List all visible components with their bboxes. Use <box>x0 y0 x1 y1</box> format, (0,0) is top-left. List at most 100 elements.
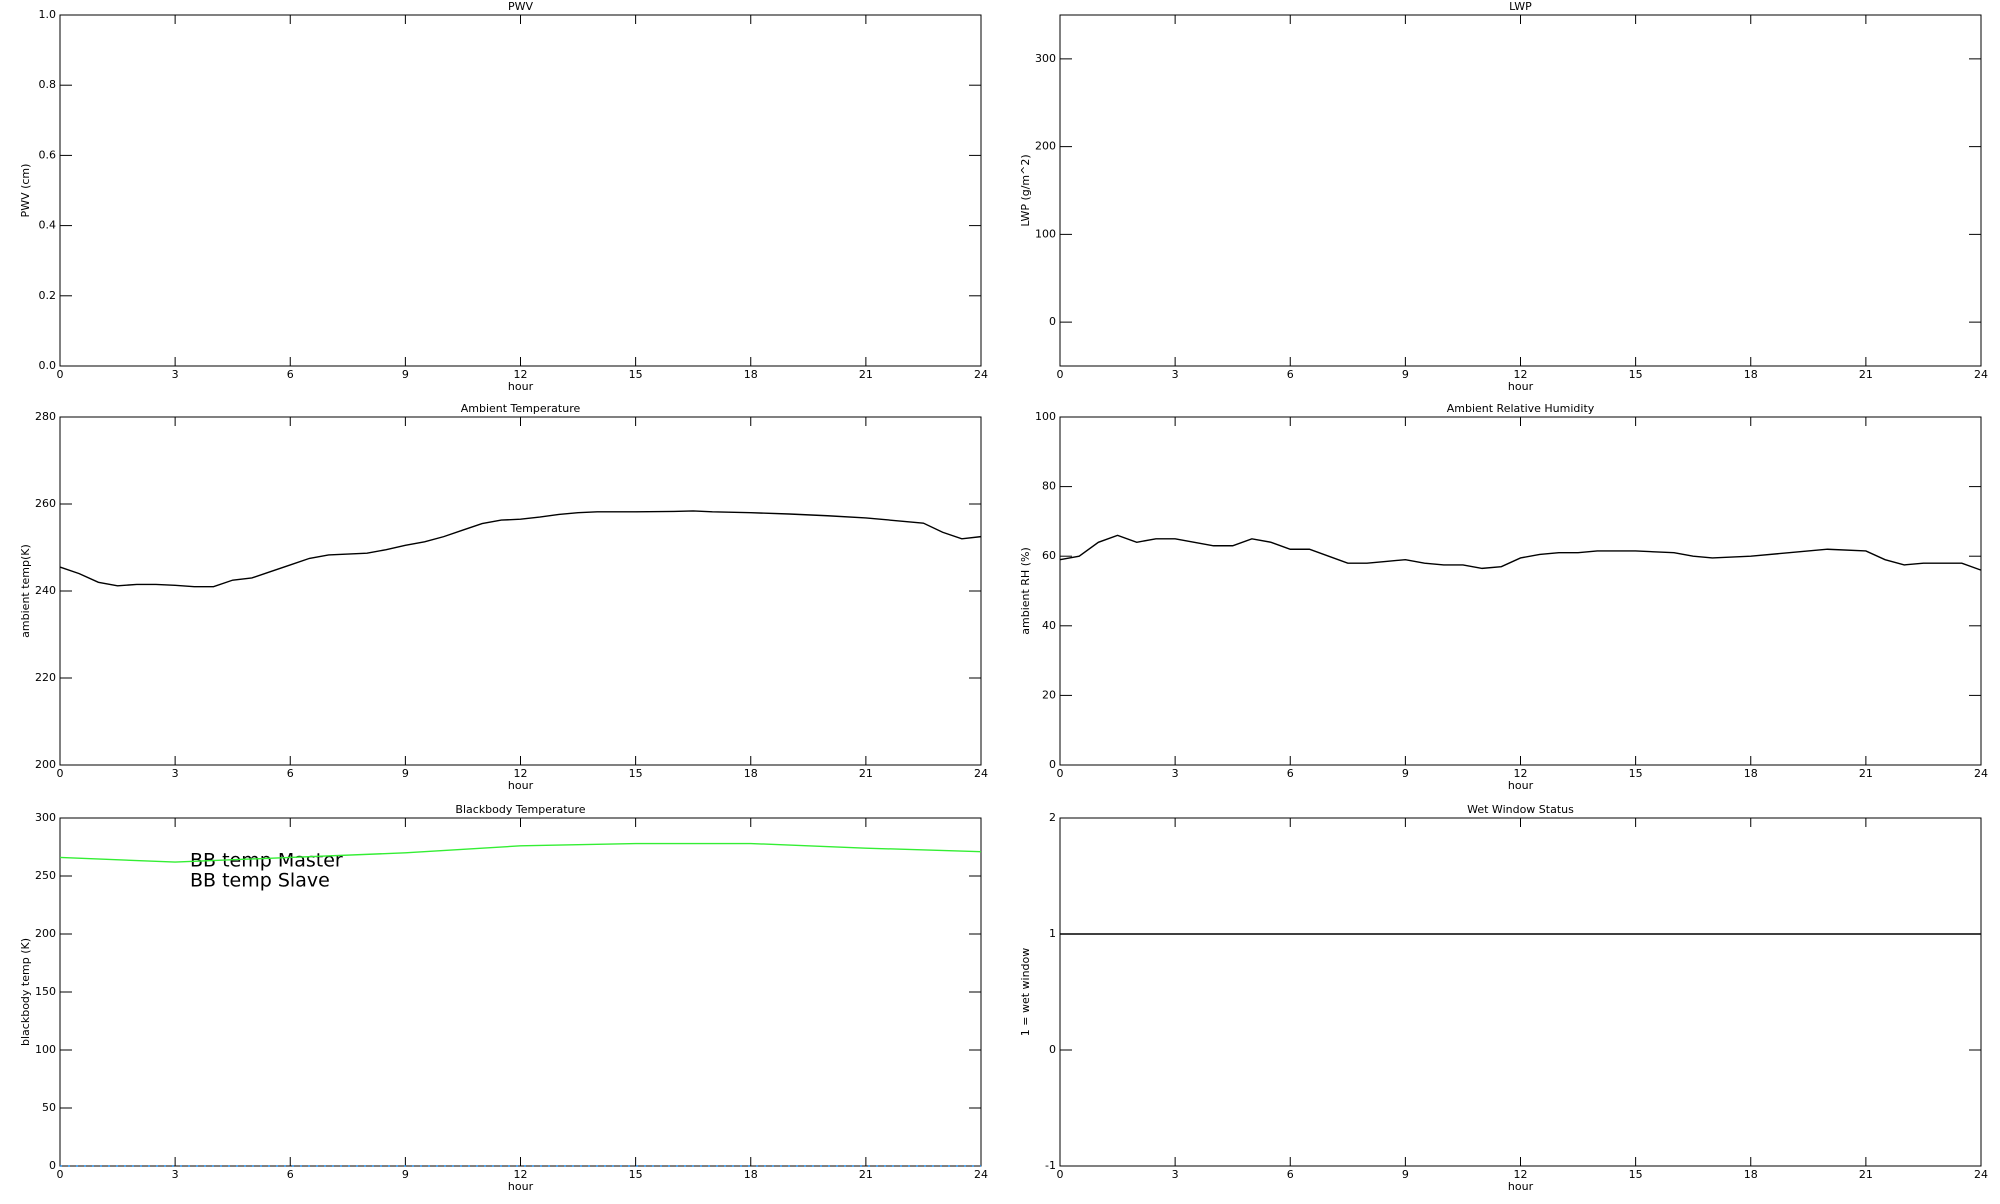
y-tick-label: 200 <box>35 758 56 771</box>
x-tick-label: 18 <box>1744 1168 1758 1181</box>
x-tick-label: 15 <box>1629 767 1643 780</box>
x-tick-label: 3 <box>1172 368 1179 381</box>
x-tick-label: 21 <box>1859 368 1873 381</box>
x-tick-label: 3 <box>172 368 179 381</box>
y-tick-label: 0.0 <box>39 359 57 372</box>
x-tick-label: 6 <box>287 368 294 381</box>
x-tick-label: 15 <box>1629 1168 1643 1181</box>
x-tick-label: 9 <box>1402 368 1409 381</box>
x-tick-label: 9 <box>1402 1168 1409 1181</box>
x-tick-label: 3 <box>1172 1168 1179 1181</box>
x-tick-label: 18 <box>744 368 758 381</box>
x-tick-label: 18 <box>744 767 758 780</box>
y-tick-label: 300 <box>1035 52 1056 65</box>
chart-title: Blackbody Temperature <box>455 803 585 816</box>
x-tick-label: 6 <box>1287 368 1294 381</box>
y-tick-label: 0 <box>1049 315 1056 328</box>
x-tick-label: 15 <box>1629 368 1643 381</box>
x-tick-label: 15 <box>629 368 643 381</box>
x-tick-label: 24 <box>974 1168 988 1181</box>
x-tick-label: 6 <box>287 1168 294 1181</box>
x-tick-label: 18 <box>1744 767 1758 780</box>
x-tick-label: 21 <box>859 1168 873 1181</box>
x-tick-label: 24 <box>1974 368 1988 381</box>
x-tick-label: 9 <box>1402 767 1409 780</box>
y-tick-label: 200 <box>1035 140 1056 153</box>
y-axis-label: blackbody temp (K) <box>19 938 32 1046</box>
y-tick-label: 50 <box>42 1101 56 1114</box>
y-tick-label: 20 <box>1042 688 1056 701</box>
y-tick-label: -1 <box>1045 1159 1056 1172</box>
y-tick-label: 0.6 <box>39 148 57 161</box>
x-tick-label: 3 <box>172 767 179 780</box>
x-tick-label: 6 <box>1287 767 1294 780</box>
y-axis-label: PWV (cm) <box>19 164 32 218</box>
x-tick-label: 21 <box>1859 767 1873 780</box>
x-axis-label: hour <box>508 380 534 393</box>
x-tick-label: 24 <box>1974 1168 1988 1181</box>
y-tick-label: 220 <box>35 671 56 684</box>
x-tick-label: 6 <box>1287 1168 1294 1181</box>
x-axis-label: hour <box>1508 1180 1534 1193</box>
x-tick-label: 12 <box>514 767 528 780</box>
y-tick-label: 0.2 <box>39 289 57 302</box>
x-tick-label: 3 <box>172 1168 179 1181</box>
y-tick-label: 1 <box>1049 927 1056 940</box>
x-axis-label: hour <box>508 1180 534 1193</box>
x-tick-label: 9 <box>402 1168 409 1181</box>
x-axis-label: hour <box>1508 380 1534 393</box>
legend-label: BB temp Master <box>190 850 343 872</box>
x-tick-label: 12 <box>1514 767 1528 780</box>
y-tick-label: 0.4 <box>39 219 57 232</box>
x-tick-label: 9 <box>402 368 409 381</box>
y-tick-label: 1.0 <box>39 8 57 21</box>
y-tick-label: 260 <box>35 497 56 510</box>
y-tick-label: 250 <box>35 869 56 882</box>
x-tick-label: 24 <box>974 767 988 780</box>
y-tick-label: 280 <box>35 410 56 423</box>
x-tick-label: 21 <box>859 767 873 780</box>
x-tick-label: 24 <box>1974 767 1988 780</box>
data-line <box>59 842 982 863</box>
x-tick-label: 18 <box>744 1168 758 1181</box>
data-line <box>59 510 982 588</box>
x-tick-label: 21 <box>1859 1168 1873 1181</box>
x-tick-label: 0 <box>57 368 64 381</box>
y-tick-label: 0 <box>1049 758 1056 771</box>
y-tick-label: 0 <box>49 1159 56 1172</box>
data-line <box>1059 534 1982 571</box>
chart-title: Wet Window Status <box>1467 803 1574 816</box>
x-tick-label: 21 <box>859 368 873 381</box>
x-tick-label: 12 <box>514 1168 528 1181</box>
y-tick-label: 300 <box>35 811 56 824</box>
plot-frame <box>1059 416 1982 766</box>
plot-frame <box>1059 14 1982 367</box>
y-axis-label: ambient RH (%) <box>1019 547 1032 635</box>
y-axis-label: ambient temp(K) <box>19 544 32 638</box>
x-tick-label: 15 <box>629 1168 643 1181</box>
plot-frame <box>59 416 982 766</box>
y-tick-label: 0.8 <box>39 78 57 91</box>
y-tick-label: 200 <box>35 927 56 940</box>
legend-label: BB temp Slave <box>190 870 330 892</box>
chart-title: Ambient Relative Humidity <box>1447 402 1595 415</box>
y-tick-label: 100 <box>1035 410 1056 423</box>
x-axis-label: hour <box>1508 779 1534 792</box>
x-axis-label: hour <box>508 779 534 792</box>
x-tick-label: 18 <box>1744 368 1758 381</box>
x-tick-label: 0 <box>1057 767 1064 780</box>
y-tick-label: 2 <box>1049 811 1056 824</box>
x-tick-label: 6 <box>287 767 294 780</box>
x-tick-label: 12 <box>514 368 528 381</box>
chart-title: LWP <box>1509 0 1532 13</box>
x-tick-label: 9 <box>402 767 409 780</box>
plot-frame <box>59 14 982 367</box>
y-tick-label: 100 <box>1035 227 1056 240</box>
chart-title: PWV <box>508 0 534 13</box>
x-tick-label: 0 <box>57 767 64 780</box>
x-tick-label: 3 <box>1172 767 1179 780</box>
x-tick-label: 0 <box>1057 1168 1064 1181</box>
y-tick-label: 40 <box>1042 619 1056 632</box>
